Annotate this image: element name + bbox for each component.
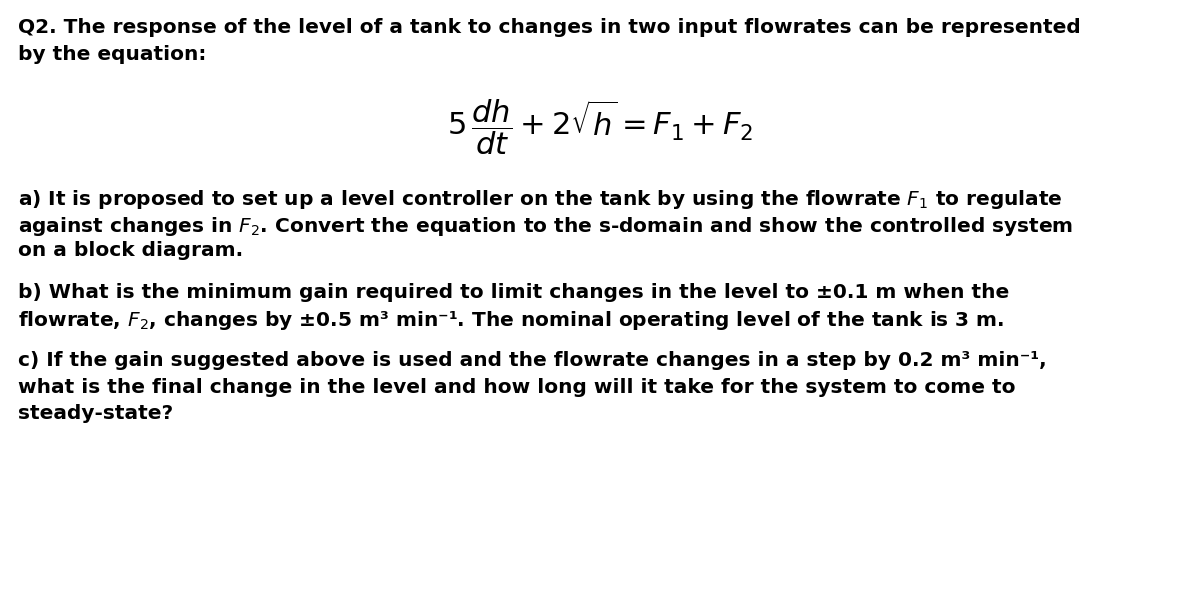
Text: by the equation:: by the equation: <box>18 44 206 64</box>
Text: on a block diagram.: on a block diagram. <box>18 241 244 260</box>
Text: against changes in $F_2$. Convert the equation to the s-domain and show the cont: against changes in $F_2$. Convert the eq… <box>18 214 1073 237</box>
Text: what is the final change in the level and how long will it take for the system t: what is the final change in the level an… <box>18 378 1015 396</box>
Text: $5\,\dfrac{dh}{dt} + 2\sqrt{h} = F_1 + F_2$: $5\,\dfrac{dh}{dt} + 2\sqrt{h} = F_1 + F… <box>446 97 754 157</box>
Text: a) It is proposed to set up a level controller on the tank by using the flowrate: a) It is proposed to set up a level cont… <box>18 188 1063 211</box>
Text: b) What is the minimum gain required to limit changes in the level to ±0.1 m whe: b) What is the minimum gain required to … <box>18 283 1009 302</box>
Text: flowrate, $F_2$, changes by ±0.5 m³ min⁻¹. The nominal operating level of the ta: flowrate, $F_2$, changes by ±0.5 m³ min⁻… <box>18 310 1004 332</box>
Text: steady-state?: steady-state? <box>18 404 173 423</box>
Text: Q2. The response of the level of a tank to changes in two input flowrates can be: Q2. The response of the level of a tank … <box>18 18 1081 37</box>
Text: c) If the gain suggested above is used and the flowrate changes in a step by 0.2: c) If the gain suggested above is used a… <box>18 351 1046 370</box>
